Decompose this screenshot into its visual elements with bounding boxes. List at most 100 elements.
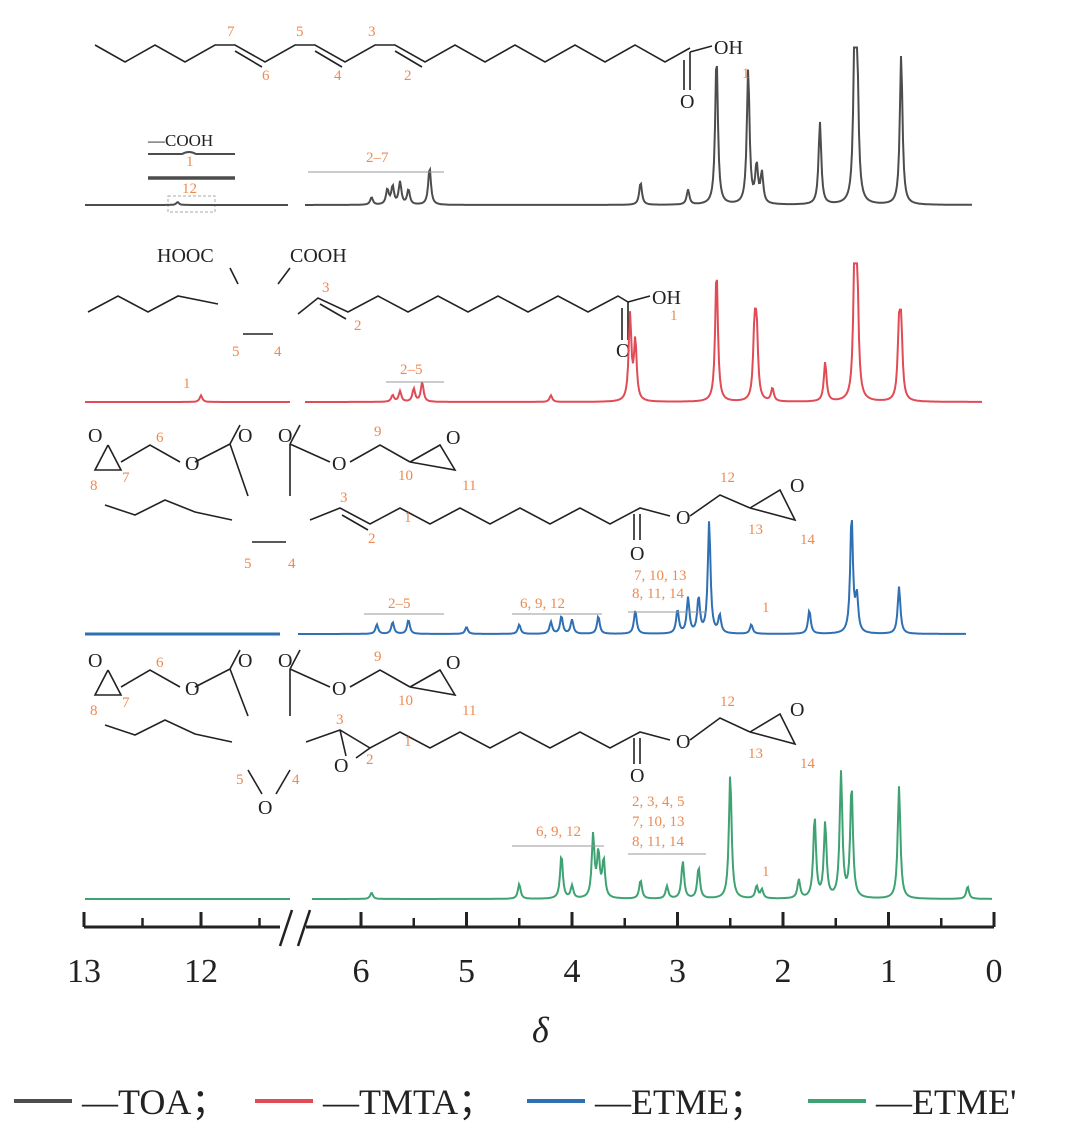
etme2-num-4: 4	[292, 772, 300, 788]
toa-o-atom: O	[680, 91, 694, 113]
etme-structure	[93, 424, 797, 543]
x-tick-label-6: 6	[353, 953, 370, 990]
toa-num-3: 3	[368, 24, 376, 40]
toa-inset-num-12: 12	[182, 181, 197, 197]
etme-o-atom-7: O	[676, 507, 690, 529]
tmta-structure	[87, 267, 651, 340]
legend-label-etme: —ETME；	[594, 1082, 765, 1122]
etme2-num-2: 2	[366, 752, 374, 768]
x-tick-label-3: 3	[669, 953, 686, 990]
axis-break-mark-1	[278, 909, 294, 947]
tmta-cooh-atom: COOH	[290, 245, 347, 267]
x-tick-label-0: 0	[986, 953, 1003, 990]
etme2-peak-label-2: 2, 3, 4, 5	[632, 794, 685, 810]
etme-o-atom-6: O	[446, 427, 460, 449]
tmta-hooc-atom: HOOC	[157, 245, 214, 267]
etme-o-atom-5: O	[332, 453, 346, 475]
etme-num-2: 2	[368, 531, 376, 547]
etme2-num-10: 10	[398, 693, 413, 709]
toa-inset-cooh: —COOH	[147, 131, 213, 150]
etme2-num-5: 5	[236, 772, 244, 788]
etme2-num-6: 6	[156, 655, 164, 671]
tmta-o-atom: O	[616, 340, 630, 362]
etme-num-8: 8	[90, 478, 98, 494]
etme-num-6: 6	[156, 430, 164, 446]
toa-oh-atom: OH	[714, 37, 743, 59]
etme2-num-7: 7	[122, 695, 130, 711]
etme-spectrum-segment-2	[298, 520, 966, 635]
etme-o-atom-4: O	[278, 425, 292, 447]
etme-o-atom-2: O	[185, 453, 199, 475]
etme2-o-atom-2: O	[185, 678, 199, 700]
toa-spectrum-segment-2	[305, 46, 972, 206]
etme-o-atom-1: O	[88, 425, 102, 447]
etme2-o-atom-4: O	[278, 650, 292, 672]
etme2-num-14: 14	[800, 756, 816, 772]
x-tick-label-4: 4	[564, 953, 581, 990]
legend-label-tmta: —TMTA；	[322, 1082, 494, 1122]
x-tick-label-5: 5	[458, 953, 475, 990]
legend-item-etme2: —ETME'	[808, 1082, 1016, 1122]
tmta-peak-label-1: 1	[183, 376, 191, 392]
x-axis: 13 12 6 5 4 3 2 1 0 δ	[67, 909, 1003, 1050]
etme2-num-9: 9	[374, 649, 382, 665]
toa-num-6: 6	[262, 68, 270, 84]
etme-num-4: 4	[288, 556, 296, 572]
etme-num-14: 14	[800, 532, 816, 548]
etme-num-10: 10	[398, 468, 413, 484]
legend-label-toa: —TOA；	[81, 1082, 227, 1122]
etme2-num-13: 13	[748, 746, 763, 762]
toa-structure	[94, 44, 713, 90]
tmta-num-2: 2	[354, 318, 362, 334]
tmta-spectrum-segment-1	[85, 393, 290, 403]
etme2-spectrum-segment-2	[312, 770, 992, 900]
x-tick-label-12: 12	[184, 953, 218, 990]
etme-o-atom-8: O	[630, 543, 644, 565]
etme2-o-atom-6: O	[446, 652, 460, 674]
etme2-o-atom-1: O	[88, 650, 102, 672]
toa-num-7: 7	[227, 24, 235, 40]
etme-peak-label-4: 8, 11, 14	[632, 586, 684, 602]
etme2-num-11: 11	[462, 703, 476, 719]
etme2-peak-label-3: 7, 10, 13	[632, 814, 685, 830]
etme2-o-atom-5: O	[332, 678, 346, 700]
axis-break-mark-2	[296, 909, 312, 947]
toa-peak-label-1: 1	[742, 66, 750, 82]
x-tick-label-13: 13	[67, 953, 101, 990]
etme-peak-label-2: 6, 9, 12	[520, 596, 565, 612]
tmta-spectrum-segment-2	[305, 262, 982, 403]
etme-num-7: 7	[122, 470, 130, 486]
etme2-o-atom-11: O	[790, 699, 804, 721]
etme2-o-atom-9: O	[676, 731, 690, 753]
legend-item-tmta: —TMTA；	[255, 1082, 494, 1122]
etme-peak-label-5: 1	[762, 600, 770, 616]
tmta-peak-label-3: 1	[670, 308, 678, 324]
etme-num-11: 11	[462, 478, 476, 494]
legend-item-etme: —ETME；	[527, 1082, 765, 1122]
etme2-o-atom-10: O	[630, 765, 644, 787]
etme-num-5: 5	[244, 556, 252, 572]
etme-o-atom-3: O	[238, 425, 252, 447]
etme2-peak-label-4: 8, 11, 14	[632, 834, 684, 850]
peak-labels-group: 1 2–7 1 2–5 1 2–5 6, 9, 12 7, 10, 13 8, 11, 14 1 6…	[183, 66, 770, 880]
legend: —TOA； —TMTA； —ETME； —ETME'	[14, 1082, 1016, 1122]
etme2-spectrum	[85, 770, 992, 900]
etme2-num-1: 1	[404, 734, 412, 750]
tmta-peak-label-2: 2–5	[400, 362, 423, 378]
etme-o-atom-9: O	[790, 475, 804, 497]
etme2-peak-label-1: 6, 9, 12	[536, 824, 581, 840]
toa-spectrum-segment-1	[85, 201, 288, 206]
etme2-num-12: 12	[720, 694, 735, 710]
etme-num-3: 3	[340, 490, 348, 506]
tmta-num-4: 4	[274, 344, 282, 360]
toa-inset-num-1: 1	[186, 154, 194, 170]
toa-num-4: 4	[334, 68, 342, 84]
toa-peak-label-2: 2–7	[366, 150, 389, 166]
legend-item-toa: —TOA；	[14, 1082, 227, 1122]
etme-spectrum	[85, 520, 966, 636]
legend-label-etme2: —ETME'	[875, 1082, 1016, 1122]
toa-num-5: 5	[296, 24, 304, 40]
etme2-peak-label-5: 1	[762, 864, 770, 880]
